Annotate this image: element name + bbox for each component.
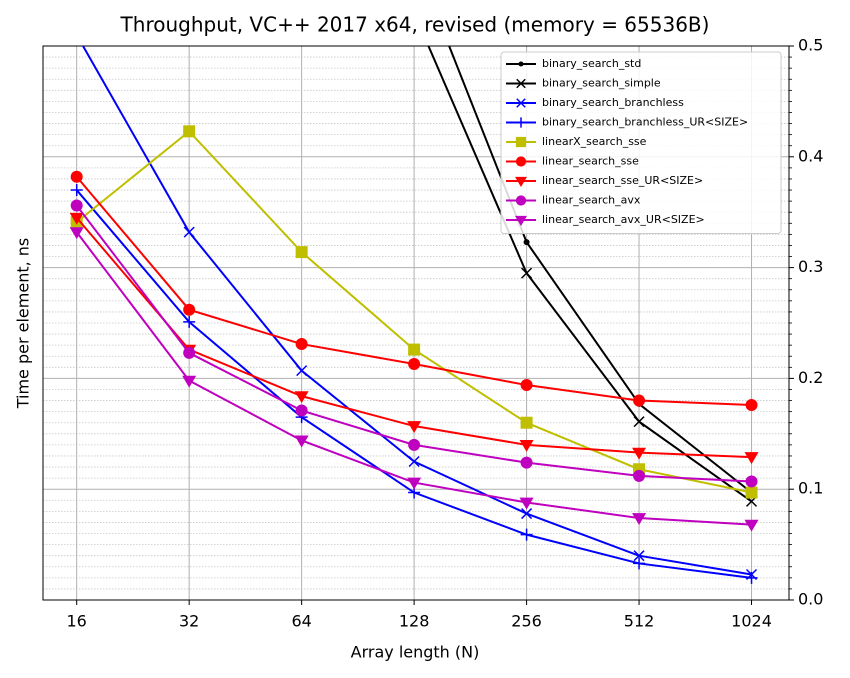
marker: [183, 125, 196, 138]
marker: [519, 439, 534, 452]
marker: [633, 416, 645, 428]
legend-marker: [515, 156, 527, 167]
marker: [520, 456, 533, 469]
marker: [183, 226, 195, 238]
marker: [408, 357, 421, 370]
y-tick-label: 0.1: [798, 479, 823, 498]
marker: [520, 379, 533, 392]
y-tick-label: 0.4: [798, 146, 823, 165]
marker: [745, 398, 758, 411]
marker: [745, 486, 758, 499]
y-axis-label: Time per element, ns: [14, 238, 33, 410]
legend-label: linearX_search_sse: [542, 135, 647, 148]
marker: [294, 435, 309, 448]
series-line: [427, 46, 753, 503]
marker: [519, 497, 534, 510]
marker: [70, 184, 83, 197]
legend-marker: [515, 195, 527, 206]
marker: [69, 212, 84, 225]
marker: [295, 404, 308, 417]
marker: [744, 519, 759, 532]
legend-label: binary_search_branchless: [542, 96, 684, 109]
marker: [295, 338, 308, 351]
marker: [523, 239, 530, 246]
legend-marker: [515, 136, 527, 148]
legend-marker: [515, 117, 527, 128]
x-tick-label: 64: [291, 612, 311, 631]
legend-marker: [518, 61, 524, 67]
marker: [70, 199, 83, 212]
x-tick-label: 1024: [731, 612, 772, 631]
marker: [521, 508, 533, 520]
marker: [295, 246, 308, 259]
x-tick-label: 256: [511, 612, 542, 631]
marker: [632, 447, 647, 460]
legend-label: binary_search_simple: [542, 77, 661, 90]
legend-label: linear_search_avx_UR<SIZE>: [542, 213, 705, 226]
marker: [521, 267, 533, 279]
marker: [69, 227, 84, 240]
legend-label: linear_search_avx: [542, 194, 641, 207]
legend-label: binary_search_branchless_UR<SIZE>: [542, 116, 748, 129]
legend-label: binary_search_std: [542, 57, 641, 70]
marker: [633, 394, 646, 407]
legend-marker: [516, 78, 526, 89]
legend-box: [500, 51, 782, 234]
chart-title: Throughput, VC++ 2017 x64, revised (memo…: [120, 13, 710, 37]
marker: [520, 528, 533, 541]
legend-label: linear_search_sse_UR<SIZE>: [542, 174, 703, 187]
marker: [633, 469, 646, 482]
marker: [408, 438, 421, 451]
marker: [407, 477, 422, 490]
marker: [520, 416, 533, 429]
x-tick-label: 16: [67, 612, 87, 631]
marker: [182, 375, 197, 388]
series-line: [448, 46, 753, 494]
legend-marker: [516, 98, 526, 108]
marker: [294, 391, 309, 404]
marker: [408, 343, 421, 356]
marker: [745, 571, 758, 584]
x-tick-label: 512: [624, 612, 655, 631]
marker: [183, 315, 196, 328]
legend-marker: [515, 215, 527, 226]
x-tick-label: 128: [399, 612, 430, 631]
marker: [633, 557, 646, 570]
legend-label: linear_search_sse: [542, 155, 639, 168]
marker: [183, 303, 196, 316]
x-tick-label: 32: [179, 612, 199, 631]
y-tick-label: 0.5: [798, 36, 823, 55]
legend-marker: [515, 176, 527, 187]
marker: [407, 421, 422, 434]
marker: [744, 452, 759, 465]
plot-area: [69, 30, 759, 584]
y-tick-label: 0.3: [798, 257, 823, 276]
marker: [408, 455, 420, 468]
marker: [296, 365, 308, 377]
marker: [745, 475, 758, 488]
plot-frame: [42, 45, 790, 601]
marker: [632, 513, 647, 526]
marker: [633, 550, 645, 562]
y-tick-label: 0.0: [798, 590, 823, 609]
marker: [72, 30, 82, 40]
marker: [70, 170, 83, 183]
y-tick-label: 0.2: [798, 368, 823, 387]
x-axis-label: Array length (N): [351, 643, 480, 662]
marker: [183, 346, 196, 359]
